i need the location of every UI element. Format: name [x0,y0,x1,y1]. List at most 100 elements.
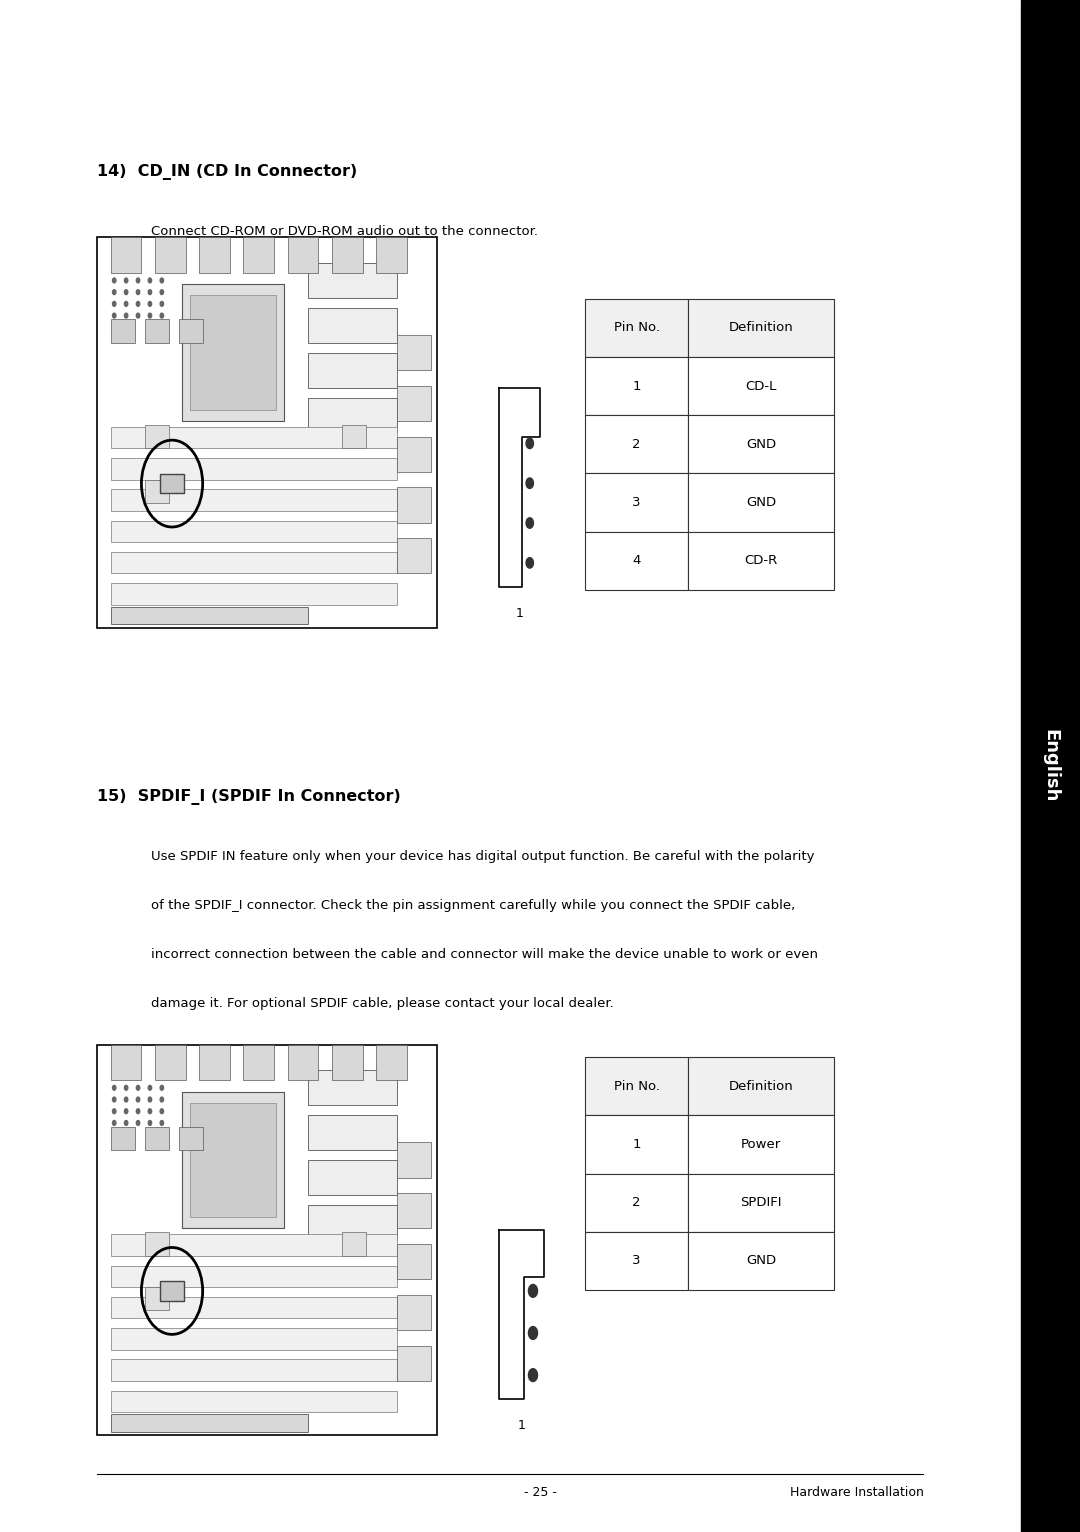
Circle shape [112,1120,116,1126]
Bar [183,285,284,421]
Bar [585,1174,688,1232]
Bar [688,357,834,415]
Text: 2: 2 [633,1196,640,1209]
Bar [111,320,135,343]
Bar [308,308,396,343]
Bar [376,237,407,273]
Bar [308,1071,396,1106]
Bar [111,1414,308,1431]
Circle shape [136,1097,139,1102]
Bar [396,1193,431,1229]
Circle shape [160,277,163,283]
Bar [688,1057,834,1115]
Circle shape [526,438,534,449]
Bar [688,532,834,590]
Circle shape [148,1097,151,1102]
Circle shape [112,1097,116,1102]
Bar [199,1045,230,1080]
Bar [111,1128,135,1151]
Text: GND: GND [746,496,775,509]
Text: Definition: Definition [729,322,793,334]
Bar [342,1232,366,1256]
Bar [145,1232,168,1256]
Text: Hardware Installation: Hardware Installation [789,1486,923,1498]
Bar [145,1287,168,1310]
Circle shape [160,302,163,306]
Bar [111,584,396,605]
Text: 1: 1 [517,1419,526,1431]
Circle shape [148,302,151,306]
Bar [111,1391,396,1413]
Bar [585,1057,688,1115]
Text: Power: Power [741,1138,781,1151]
Bar [111,1045,141,1080]
Text: incorrect connection between the cable and connector will make the device unable: incorrect connection between the cable a… [151,948,819,961]
Bar [585,357,688,415]
Circle shape [124,1109,127,1114]
Text: 3: 3 [633,496,640,509]
Circle shape [148,277,151,283]
Text: damage it. For optional SPDIF cable, please contact your local dealer.: damage it. For optional SPDIF cable, ple… [151,997,613,1010]
Circle shape [112,1109,116,1114]
Bar [111,237,141,273]
Text: CD-R: CD-R [744,555,778,567]
Circle shape [136,1109,139,1114]
Circle shape [112,313,116,319]
Circle shape [112,302,116,306]
Text: 2: 2 [633,438,640,450]
Bar [585,532,688,590]
Bar [190,1103,276,1218]
Bar [332,1045,363,1080]
Bar [688,1232,834,1290]
Bar [396,538,431,573]
Circle shape [124,290,127,294]
Text: 15)  SPDIF_I (SPDIF In Connector): 15) SPDIF_I (SPDIF In Connector) [97,789,401,804]
Bar [243,1045,274,1080]
Bar [688,415,834,473]
Bar [160,473,184,493]
Circle shape [112,277,116,283]
Circle shape [124,1097,127,1102]
Bar [111,607,308,624]
Bar [160,1281,184,1301]
Circle shape [160,1097,163,1102]
Circle shape [148,1085,151,1091]
Bar [499,1230,544,1399]
Text: 3: 3 [633,1255,640,1267]
Circle shape [526,558,534,568]
Circle shape [136,302,139,306]
Text: SPDIFI: SPDIFI [740,1196,782,1209]
Circle shape [112,290,116,294]
Bar [342,424,366,449]
Bar [111,521,396,542]
Bar [111,489,396,512]
Circle shape [112,1085,116,1091]
Bar [688,299,834,357]
Bar [111,1265,396,1287]
Text: of the SPDIF_I connector. Check the pin assignment carefully while you connect t: of the SPDIF_I connector. Check the pin … [151,899,796,912]
Circle shape [124,313,127,319]
Text: Pin No.: Pin No. [613,1080,660,1092]
Bar [111,1296,396,1318]
Bar [396,1295,431,1330]
Circle shape [528,1284,538,1298]
Bar [585,1115,688,1174]
Bar [179,1128,203,1151]
Text: Definition: Definition [729,1080,793,1092]
Bar [156,237,186,273]
Bar [396,386,431,421]
Bar [145,480,168,502]
Bar [396,1143,431,1178]
Circle shape [136,1085,139,1091]
Text: Connect CD-ROM or DVD-ROM audio out to the connector.: Connect CD-ROM or DVD-ROM audio out to t… [151,225,538,237]
Bar [308,1115,396,1151]
Text: GND: GND [746,438,775,450]
Bar [396,336,431,371]
Bar [585,415,688,473]
Circle shape [160,1109,163,1114]
Circle shape [124,302,127,306]
Bar [308,264,396,299]
Bar [308,398,396,434]
Bar [97,1045,437,1435]
Circle shape [160,290,163,294]
